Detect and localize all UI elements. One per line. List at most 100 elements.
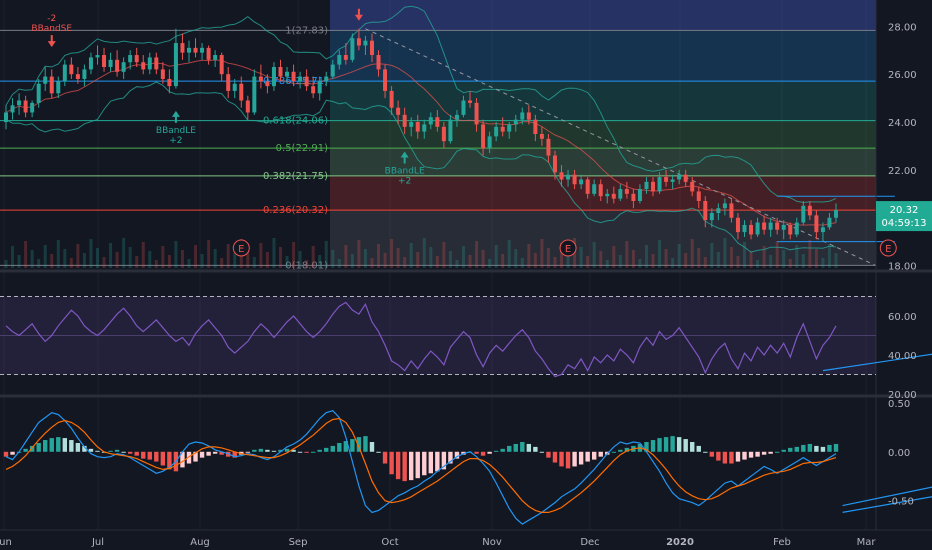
volume-bar [122, 238, 126, 268]
time-axis-tick: 2020 [666, 537, 694, 548]
candle-body [62, 64, 67, 82]
macd-histogram-bar [154, 451, 159, 462]
volume-bar [586, 256, 590, 268]
macd-histogram-bar [761, 451, 767, 455]
candle-body [651, 181, 656, 192]
volume-bar [827, 244, 831, 268]
fib-level-label: 0.382(21.75) [263, 171, 328, 182]
candle-body [742, 224, 747, 233]
macd-histogram-bar [774, 451, 780, 453]
macd-histogram-bar [180, 451, 185, 468]
macd-histogram-bar [546, 451, 551, 458]
macd-histogram-bar [696, 445, 701, 452]
volume-bar [128, 247, 132, 268]
candle-body [69, 64, 74, 75]
volume-bar [612, 246, 616, 268]
volume-bar [11, 246, 15, 268]
candle-body [735, 217, 740, 233]
volume-bar [671, 258, 675, 268]
volume-bar [468, 255, 472, 268]
candle-body [696, 191, 701, 201]
volume-bar [546, 248, 550, 268]
macd-histogram-bar [212, 451, 218, 454]
earnings-marker [879, 239, 897, 257]
volume-bar [24, 241, 28, 268]
macd-histogram-bar [369, 442, 375, 452]
candle-body [415, 122, 420, 132]
candle-body [226, 74, 231, 91]
candle-body [729, 203, 734, 218]
volume-bar [592, 242, 596, 268]
candle-body [494, 126, 499, 137]
volume-bar [265, 252, 269, 268]
candle-body [402, 114, 407, 127]
macd-histogram-bar [722, 451, 728, 464]
candle-body [794, 222, 799, 235]
macd-histogram-bar [258, 448, 264, 452]
macd-histogram-bar [114, 449, 120, 452]
candle-body [807, 205, 812, 216]
time-axis-tick: Oct [381, 537, 398, 548]
candle-body [585, 179, 590, 194]
candle-body [200, 47, 205, 53]
macd-histogram-bar [415, 451, 420, 479]
macd-histogram-bar [62, 438, 68, 452]
volume-bar [638, 259, 642, 268]
volume-bar [167, 255, 171, 268]
candle-body [363, 40, 368, 46]
candle-body [36, 83, 41, 103]
macd-histogram-bar [232, 451, 237, 458]
candle-body [356, 38, 361, 46]
signal-arrow-down-icon [354, 8, 363, 21]
fib-level-label: 0.5(22.91) [276, 143, 328, 154]
macd-histogram-bar [591, 451, 597, 460]
volume-bar [520, 258, 524, 268]
fib-level-label: 0.786(25.71) [263, 76, 328, 87]
candle-body [624, 189, 629, 194]
macd-histogram-bar [709, 451, 715, 457]
candle-body [311, 86, 316, 94]
volume-bar [422, 238, 426, 268]
price-axis-tick: 28.00 [888, 22, 917, 33]
volume-bar [481, 250, 485, 268]
macd-histogram-bar [167, 451, 172, 470]
volume-bar [782, 250, 786, 268]
candle-body [82, 69, 87, 79]
price-axis-tick: 22.00 [888, 166, 917, 177]
candle-body [115, 59, 120, 72]
volume-bar [533, 253, 537, 268]
volume-bar [63, 249, 67, 268]
volume-bar [76, 244, 80, 268]
macd-histogram-bar [284, 448, 290, 452]
macd-histogram-bar [480, 451, 486, 456]
macd-histogram-bar [356, 437, 362, 452]
candle-body [409, 122, 414, 127]
fib-zone [330, 81, 876, 121]
volume-bar [246, 248, 250, 268]
volume-bar [697, 248, 701, 268]
volume-bar [272, 238, 276, 268]
volume-bar [102, 257, 106, 268]
macd-histogram-bar [376, 451, 381, 453]
macd-histogram-bar [788, 447, 793, 452]
time-axis-tick: Dec [580, 537, 599, 548]
macd-histogram-bar [487, 451, 492, 454]
candle-body [154, 57, 159, 70]
macd-histogram-bar [807, 443, 813, 452]
macd-histogram-bar [69, 440, 74, 452]
volume-bar [566, 252, 570, 268]
candle-body [160, 69, 165, 79]
candle-body [193, 47, 198, 53]
candle-body [611, 193, 616, 199]
candle-body [23, 100, 28, 113]
macd-histogram-bar [742, 451, 747, 460]
macd-histogram-bar [735, 451, 741, 462]
rsi-axis-tick: 40.00 [888, 351, 917, 362]
macd-histogram-bar [820, 446, 826, 452]
volume-bar [756, 260, 760, 268]
macd-histogram-bar [337, 442, 342, 452]
price-axis-tick: 26.00 [888, 70, 917, 81]
volume-bar [658, 240, 662, 268]
candle-body [428, 117, 433, 125]
